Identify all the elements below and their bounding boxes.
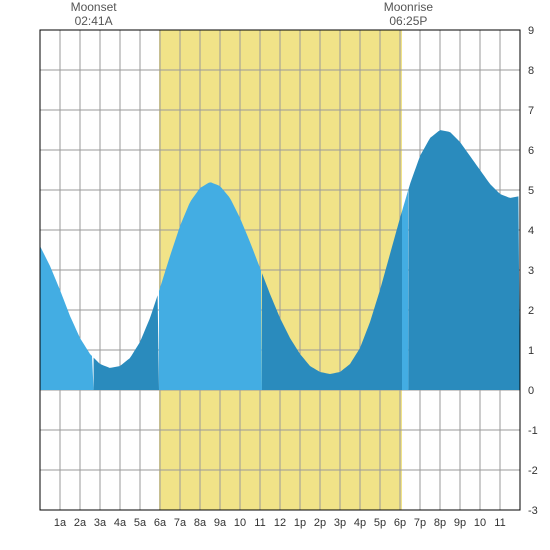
x-tick-label: 12 xyxy=(274,517,286,529)
y-tick-label: 2 xyxy=(528,305,534,317)
y-tick-label: 6 xyxy=(528,145,534,157)
moonset-annotation: Moonset02:41A xyxy=(64,0,124,28)
x-tick-label: 6p xyxy=(394,517,406,529)
x-tick-label: 9p xyxy=(454,517,466,529)
x-tick-label: 9a xyxy=(214,517,227,529)
x-tick-label: 3a xyxy=(94,517,107,529)
annotation-time: 02:41A xyxy=(64,14,124,28)
y-tick-label: 5 xyxy=(528,185,534,197)
x-tick-label: 7p xyxy=(414,517,426,529)
x-tick-label: 11 xyxy=(494,517,505,529)
y-tick-label: 8 xyxy=(528,65,534,77)
y-tick-label: 4 xyxy=(528,225,534,237)
x-tick-label: 8a xyxy=(194,517,207,529)
x-tick-label: 1p xyxy=(294,517,306,529)
y-tick-label: -2 xyxy=(528,465,538,477)
x-tick-label: 2a xyxy=(74,517,87,529)
tide-area-segment xyxy=(402,191,408,390)
annotation-time: 06:25P xyxy=(378,14,438,28)
y-tick-label: 0 xyxy=(528,385,534,397)
x-tick-label: 2p xyxy=(314,517,326,529)
y-tick-label: 1 xyxy=(528,345,534,357)
annotation-label: Moonset xyxy=(71,0,117,14)
y-tick-label: -3 xyxy=(528,505,538,517)
y-tick-label: -1 xyxy=(528,425,538,437)
x-tick-label: 1a xyxy=(54,517,67,529)
y-tick-label: 7 xyxy=(528,105,534,117)
x-tick-label: 8p xyxy=(434,517,446,529)
x-tick-label: 4p xyxy=(354,517,366,529)
x-tick-label: 6a xyxy=(154,517,167,529)
y-tick-label: 9 xyxy=(528,25,534,37)
x-tick-label: 5p xyxy=(374,517,386,529)
y-tick-label: 3 xyxy=(528,265,534,277)
x-tick-label: 11 xyxy=(254,517,265,529)
x-tick-label: 7a xyxy=(174,517,187,529)
x-tick-label: 10 xyxy=(234,517,246,529)
annotation-label: Moonrise xyxy=(384,0,433,14)
chart-canvas: 1a2a3a4a5a6a7a8a9a1011121p2p3p4p5p6p7p8p… xyxy=(0,0,550,550)
x-tick-label: 4a xyxy=(114,517,127,529)
tide-chart: 1a2a3a4a5a6a7a8a9a1011121p2p3p4p5p6p7p8p… xyxy=(0,0,550,550)
x-tick-label: 10 xyxy=(474,517,486,529)
x-tick-label: 3p xyxy=(334,517,346,529)
x-tick-label: 5a xyxy=(134,517,147,529)
moonrise-annotation: Moonrise06:25P xyxy=(378,0,438,28)
